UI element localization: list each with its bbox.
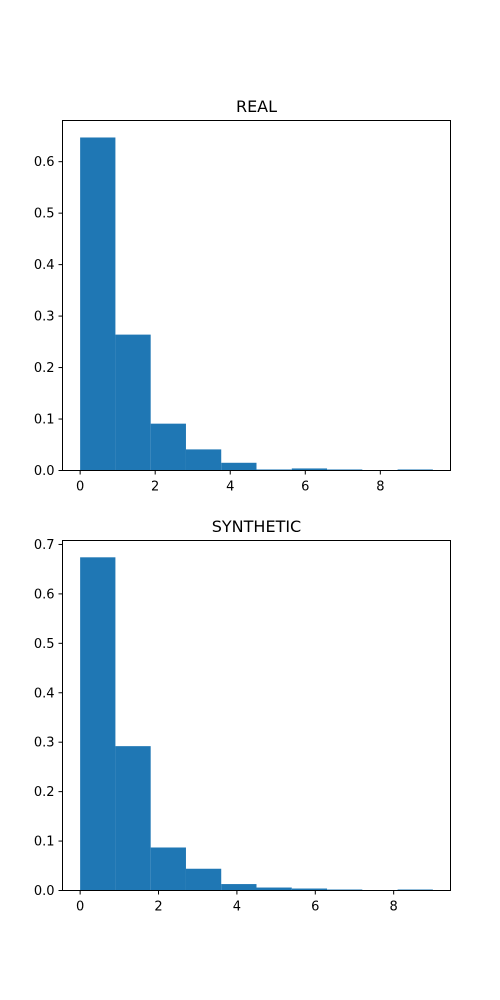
- synthetic-axes-frame: [62, 540, 451, 891]
- real-y-tick-label-6: 0.6: [34, 155, 55, 170]
- real-x-axis: 0 2 4 6 8: [76, 470, 384, 495]
- real-y-tick-label-0: 0.0: [34, 464, 55, 479]
- synthetic-chart-title: SYNTHETIC: [212, 517, 301, 536]
- synthetic-y-tick-label-6: 0.6: [34, 587, 55, 602]
- synthetic-x-axis: 0 2 4 6 8: [76, 890, 398, 915]
- synthetic-x-tick-label-3: 6: [311, 900, 319, 915]
- synthetic-y-tick-label-1: 0.1: [34, 835, 55, 850]
- real-axes-frame: [62, 120, 451, 471]
- real-x-tick-label-0: 0: [76, 480, 84, 495]
- real-y-tick-label-4: 0.4: [34, 258, 55, 273]
- real-x-tick-label-3: 6: [301, 480, 309, 495]
- synthetic-bar-2: [150, 847, 186, 891]
- real-x-tick-label-4: 8: [376, 480, 384, 495]
- synthetic-y-tick-label-2: 0.2: [34, 785, 55, 800]
- synthetic-bar-3: [185, 868, 222, 891]
- real-bar-0: [80, 137, 116, 471]
- synthetic-y-tick-label-5: 0.5: [34, 637, 55, 652]
- synthetic-bar-0: [80, 557, 116, 891]
- synthetic-bars: [80, 557, 433, 891]
- synthetic-bar-5: [256, 887, 292, 891]
- real-bar-2: [150, 423, 186, 471]
- real-histogram-panel: REAL 0 2 4 6 8 0.0 0.1 0.2 0.3 0.4 0.5 0.6: [34, 97, 451, 495]
- real-y-tick-label-5: 0.5: [34, 207, 55, 222]
- real-bar-9: [397, 469, 433, 471]
- real-y-tick-label-1: 0.1: [34, 413, 55, 428]
- synthetic-histogram-panel: SYNTHETIC 0 2 4 6 8 0.0 0.1 0.2 0.3 0.4 0.5 0.6 0.7: [34, 517, 451, 915]
- real-y-tick-label-3: 0.3: [34, 310, 55, 325]
- real-chart-title: REAL: [236, 97, 277, 116]
- real-y-tick-label-2: 0.2: [34, 361, 55, 376]
- synthetic-y-tick-label-7: 0.7: [34, 538, 55, 553]
- real-x-tick-label-1: 2: [151, 480, 159, 495]
- synthetic-y-tick-label-4: 0.4: [34, 686, 55, 701]
- real-bar-3: [185, 449, 222, 471]
- synthetic-bar-6: [291, 888, 328, 891]
- real-bar-5: [256, 469, 292, 471]
- synthetic-y-axis: 0.0 0.1 0.2 0.3 0.4 0.5 0.6 0.7: [34, 538, 63, 899]
- real-bar-4: [221, 462, 257, 471]
- real-x-tick-label-2: 4: [226, 480, 234, 495]
- synthetic-bar-1: [115, 746, 151, 891]
- real-bar-7: [327, 469, 363, 471]
- synthetic-y-tick-label-0: 0.0: [34, 884, 55, 899]
- synthetic-y-tick-label-3: 0.3: [34, 736, 55, 751]
- real-bar-1: [115, 334, 151, 471]
- synthetic-x-tick-label-2: 4: [233, 900, 241, 915]
- synthetic-x-tick-label-0: 0: [76, 900, 84, 915]
- synthetic-bar-4: [221, 884, 257, 891]
- synthetic-x-tick-label-4: 8: [390, 900, 398, 915]
- synthetic-x-tick-label-1: 2: [154, 900, 162, 915]
- real-y-axis: 0.0 0.1 0.2 0.3 0.4 0.5 0.6: [34, 155, 63, 479]
- real-bars: [80, 137, 433, 471]
- real-bar-6: [291, 468, 328, 471]
